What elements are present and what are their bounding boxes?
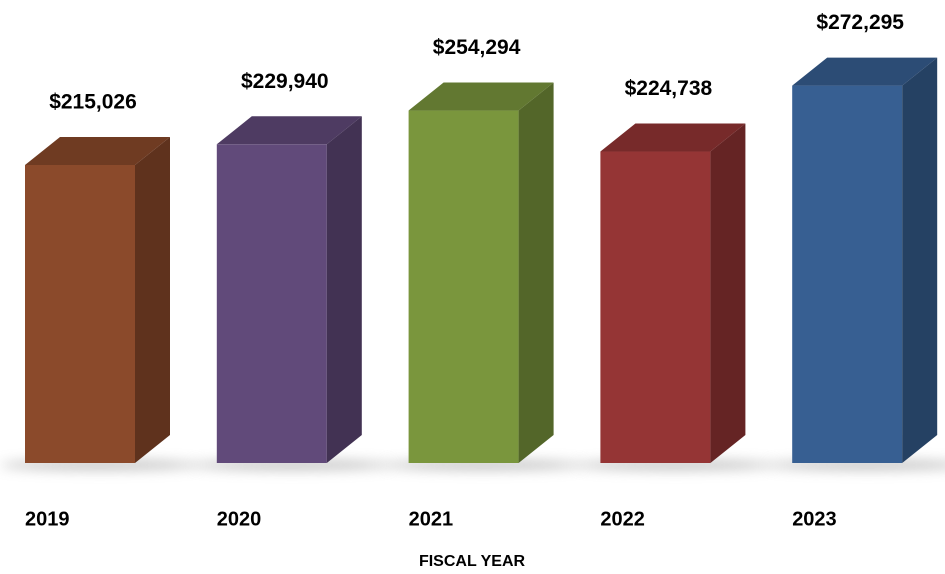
value-label: $224,738	[625, 77, 713, 100]
x-tick-label: 2022	[600, 508, 645, 530]
x-tick-label: 2021	[409, 508, 454, 530]
x-tick-label: 2019	[25, 508, 70, 530]
bar-top	[408, 82, 554, 111]
bar-top	[216, 116, 362, 145]
bar-side	[518, 82, 554, 463]
bar-side	[326, 116, 362, 463]
bar-side	[135, 136, 170, 463]
bar	[792, 85, 903, 464]
bar-side	[902, 57, 938, 464]
bars	[25, 57, 938, 464]
bar-top	[792, 57, 938, 86]
x-tick-label: 2020	[217, 508, 261, 530]
x-axis-label: FISCAL YEAR	[419, 553, 526, 570]
bar	[408, 110, 519, 463]
bar	[600, 151, 711, 464]
value-label: $229,940	[241, 70, 329, 93]
bar-side	[710, 123, 746, 464]
value-label: $215,026	[49, 91, 137, 114]
bar	[216, 144, 327, 463]
value-label: $272,295	[816, 11, 904, 34]
value-label: $254,294	[433, 36, 521, 59]
x-tick-label: 2023	[792, 508, 837, 530]
bar	[25, 164, 135, 463]
bar-top	[600, 123, 746, 152]
bar-top	[25, 136, 170, 165]
